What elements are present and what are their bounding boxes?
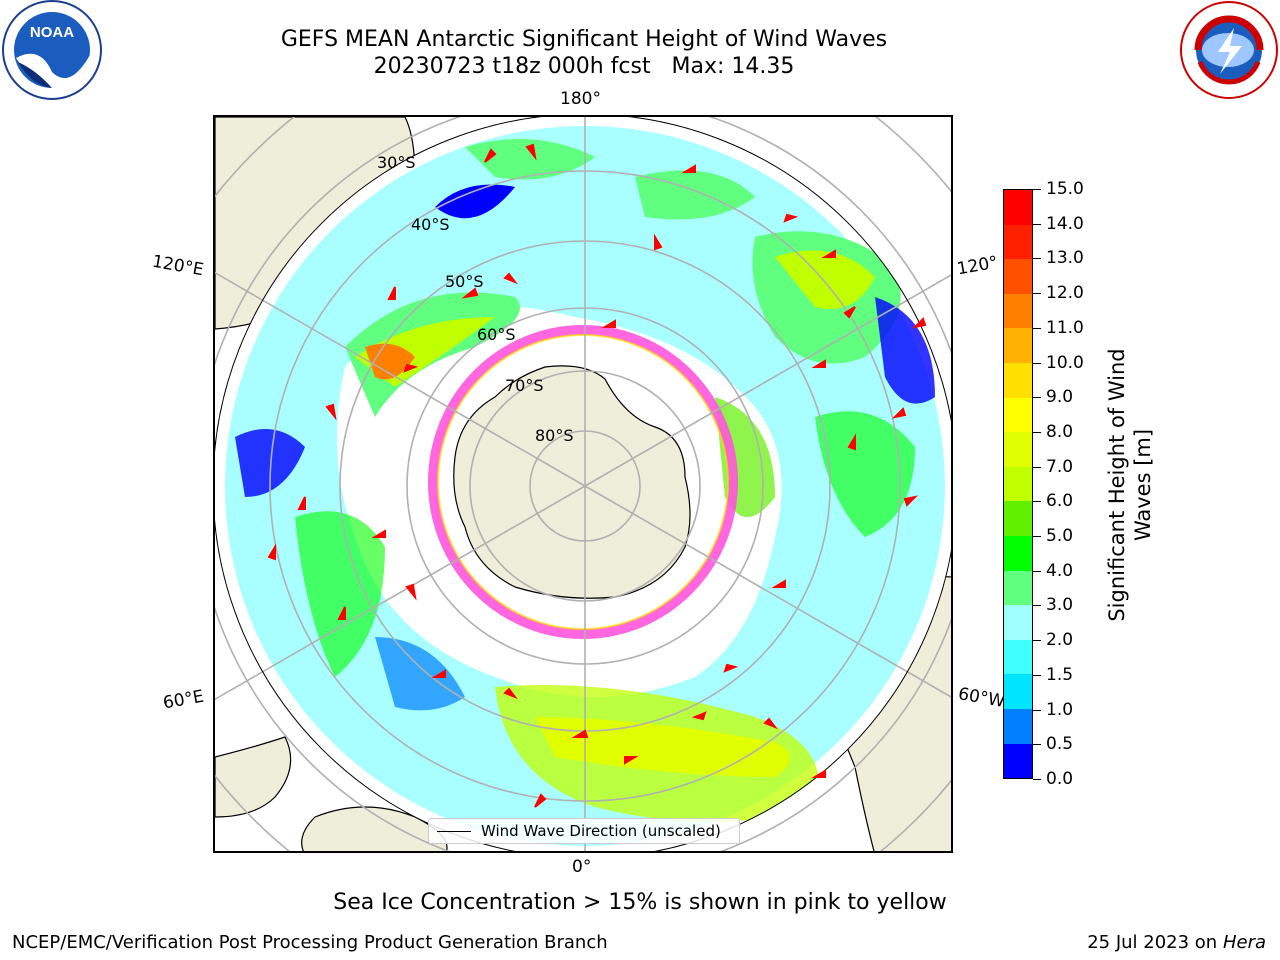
sea-ice-edge (428, 325, 738, 639)
lat-label-40s: 40°S (411, 215, 450, 234)
footer-date: 25 Jul 2023 on Hera (1087, 932, 1266, 953)
colorbar-segment (1004, 362, 1032, 398)
colorbar-segment (1004, 570, 1032, 606)
colorbar-tick (1033, 397, 1041, 398)
colorbar-segment (1004, 397, 1032, 433)
lon-label-right-upper: 120° (955, 252, 1000, 280)
polar-map (215, 117, 951, 851)
lat-label-60s: 60°S (477, 325, 516, 344)
colorbar-tick-label: 1.5 (1046, 665, 1074, 685)
colorbar-tick (1033, 675, 1041, 676)
colorbar-tick (1033, 189, 1041, 190)
lon-label-right-lower: 60°W (956, 684, 1007, 712)
colorbar-tick-label: 14.0 (1046, 214, 1084, 234)
lon-label-bottom: 0° (572, 857, 592, 877)
colorbar-tick-label: 0.5 (1046, 734, 1074, 754)
colorbar-tick-label: 12.0 (1046, 283, 1084, 303)
colorbar-tick (1033, 328, 1041, 329)
colorbar-segment (1004, 743, 1032, 779)
colorbar-tick (1033, 536, 1041, 537)
colorbar-tick (1033, 605, 1041, 606)
colorbar-segment (1004, 259, 1032, 294)
colorbar-tick (1033, 467, 1041, 468)
colorbar-tick-label: 9.0 (1046, 387, 1074, 407)
footer-date-text: 25 Jul 2023 on (1087, 932, 1223, 953)
lon-label-left-lower: 60°E (161, 686, 206, 714)
colorbar-tick-label: 0.0 (1046, 769, 1074, 789)
lat-label-80s: 80°S (535, 426, 574, 445)
map-legend: Wind Wave Direction (unscaled) (428, 818, 740, 844)
colorbar-segment (1004, 328, 1032, 363)
legend-label: Wind Wave Direction (unscaled) (481, 822, 721, 840)
colorbar-segment (1004, 190, 1032, 225)
colorbar-tick-label: 1.0 (1046, 700, 1074, 720)
colorbar-tick (1033, 258, 1041, 259)
noaa-logo-text: NOAA (30, 24, 74, 41)
lat-label-70s: 70°S (505, 376, 544, 395)
colorbar-tick (1033, 779, 1041, 780)
colorbar-segment (1004, 293, 1032, 329)
colorbar-tick-label: 2.0 (1046, 630, 1074, 650)
colorbar-tick (1033, 363, 1041, 364)
colorbar-tick (1033, 710, 1041, 711)
colorbar-tick-label: 4.0 (1046, 561, 1074, 581)
colorbar-segment (1004, 501, 1032, 536)
colorbar-segment (1004, 708, 1032, 744)
colorbar-tick-label: 15.0 (1046, 179, 1084, 199)
colorbar-segment (1004, 224, 1032, 260)
colorbar-title: Significant Height of Wind Waves [m] (1105, 348, 1155, 622)
colorbar-segment (1004, 605, 1032, 640)
nws-logo (1180, 1, 1278, 99)
page-subtitle: 20230723 t18z 000h fcst Max: 14.35 (373, 54, 795, 79)
lat-label-30s: 30°S (377, 153, 416, 172)
colorbar (1003, 189, 1033, 779)
lon-label-top: 180° (560, 89, 601, 109)
sea-ice-note: Sea Ice Concentration > 15% is shown in … (333, 890, 947, 915)
colorbar-segment (1004, 639, 1032, 675)
colorbar-tick (1033, 432, 1041, 433)
colorbar-tick-label: 5.0 (1046, 526, 1074, 546)
colorbar-tick (1033, 571, 1041, 572)
colorbar-tick-label: 6.0 (1046, 491, 1074, 511)
footer-credit: NCEP/EMC/Verification Post Processing Pr… (12, 932, 608, 953)
colorbar-tick-label: 13.0 (1046, 248, 1084, 268)
colorbar-segment (1004, 535, 1032, 571)
colorbar-segment (1004, 466, 1032, 502)
colorbar-tick (1033, 293, 1041, 294)
colorbar-tick-label: 11.0 (1046, 318, 1084, 338)
noaa-logo: NOAA (2, 0, 102, 100)
colorbar-tick-label: 8.0 (1046, 422, 1074, 442)
colorbar-tick-label: 7.0 (1046, 457, 1074, 477)
map-panel: 30°S 40°S 50°S 60°S 70°S 80°S (213, 115, 953, 853)
footer-host: Hera (1222, 932, 1266, 953)
colorbar-tick (1033, 640, 1041, 641)
lon-label-left-upper: 120°E (150, 251, 206, 281)
graticule (215, 117, 951, 851)
page-title: GEFS MEAN Antarctic Significant Height o… (280, 27, 888, 52)
colorbar-tick (1033, 224, 1041, 225)
legend-line-icon (437, 830, 471, 832)
colorbar-tick (1033, 744, 1041, 745)
colorbar-tick-label: 3.0 (1046, 595, 1074, 615)
colorbar-segment (1004, 432, 1032, 467)
colorbar-tick-label: 10.0 (1046, 353, 1084, 373)
lat-label-50s: 50°S (445, 272, 484, 291)
wind-arrows (267, 143, 927, 808)
colorbar-segment (1004, 674, 1032, 709)
colorbar-tick (1033, 501, 1041, 502)
